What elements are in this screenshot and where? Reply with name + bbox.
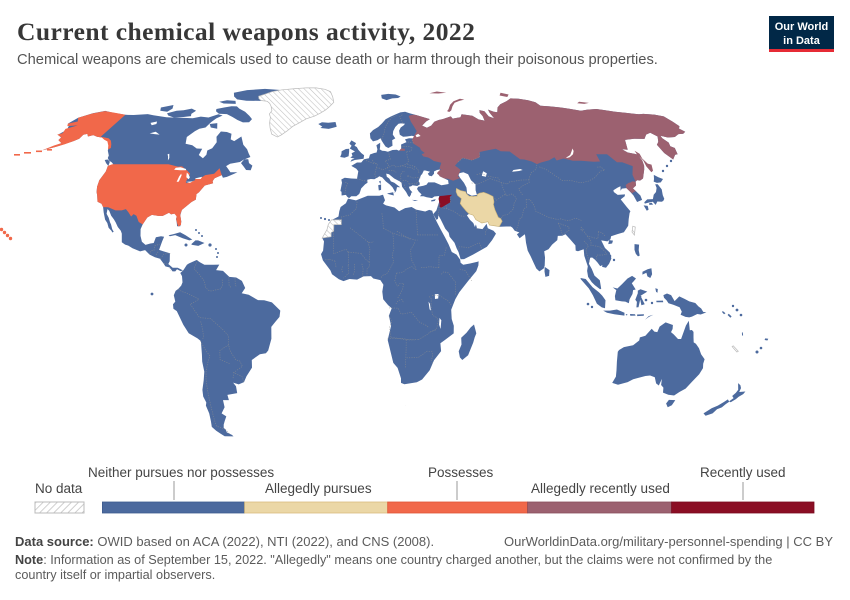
svg-text:Neither pursues nor possesses: Neither pursues nor possesses — [88, 465, 274, 480]
svg-text:No data: No data — [35, 481, 83, 496]
svg-text:Recently used: Recently used — [700, 465, 786, 480]
svg-text:Allegedly recently used: Allegedly recently used — [531, 481, 670, 496]
svg-text:Possesses: Possesses — [428, 465, 494, 480]
svg-text:Allegedly pursues: Allegedly pursues — [265, 481, 372, 496]
